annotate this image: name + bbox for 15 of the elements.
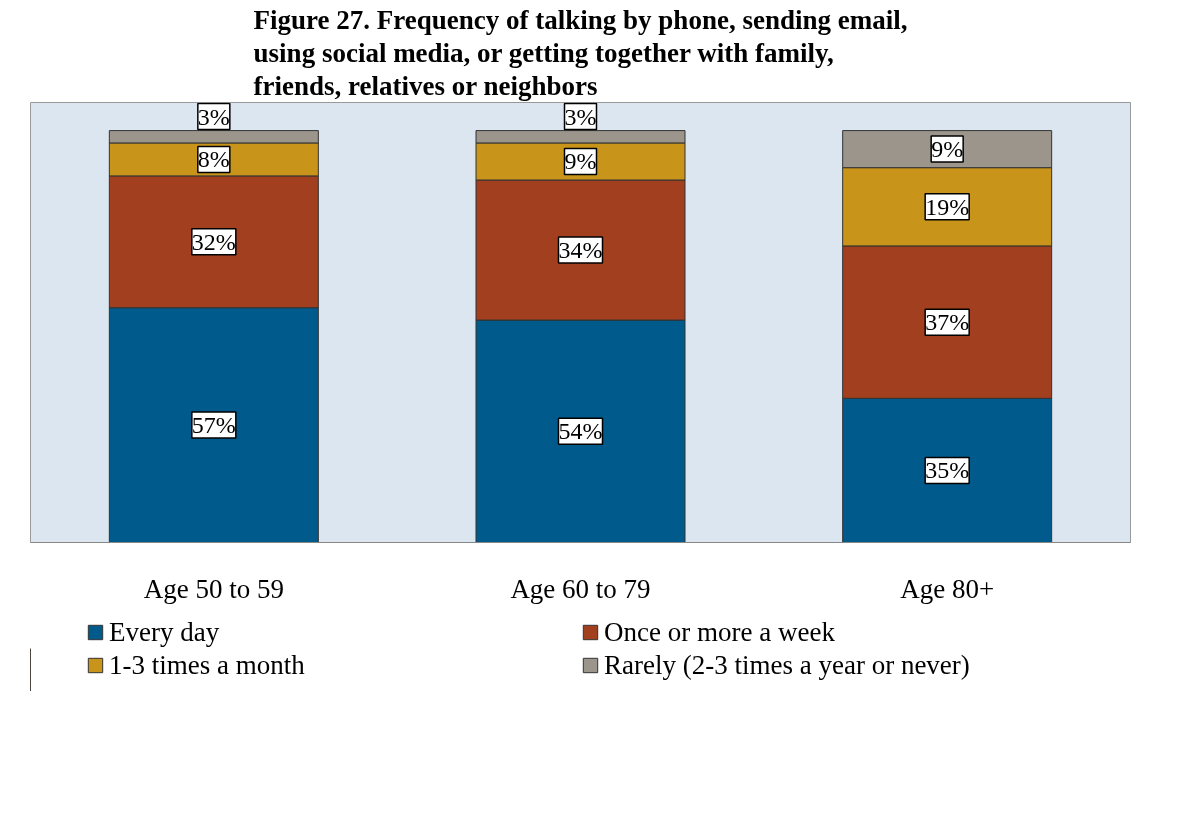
data-label: 57% (191, 412, 236, 439)
chart-title: Figure 27. Frequency of talking by phone, sending email, using social media, or getting together with family, friends, relatives or neighbors (253, 4, 908, 101)
data-label: 3% (197, 103, 230, 130)
x-tick-label: Age 60 to 79 (510, 573, 651, 604)
x-tick-label: Age 80+ (900, 573, 995, 604)
data-label: 54% (558, 418, 603, 445)
legend-label: Every day (109, 616, 221, 648)
x-tick-label: Age 50 to 59 (143, 573, 284, 604)
legend-label: Rarely (2-3 times a year or never) (604, 649, 971, 681)
legend-label: 1-3 times a month (109, 649, 306, 681)
data-label: 3% (564, 103, 597, 130)
data-label: 32% (191, 228, 236, 255)
data-label: 34% (558, 237, 603, 264)
data-label: 9% (564, 148, 597, 175)
legend-label: Once or more a week (604, 616, 836, 648)
